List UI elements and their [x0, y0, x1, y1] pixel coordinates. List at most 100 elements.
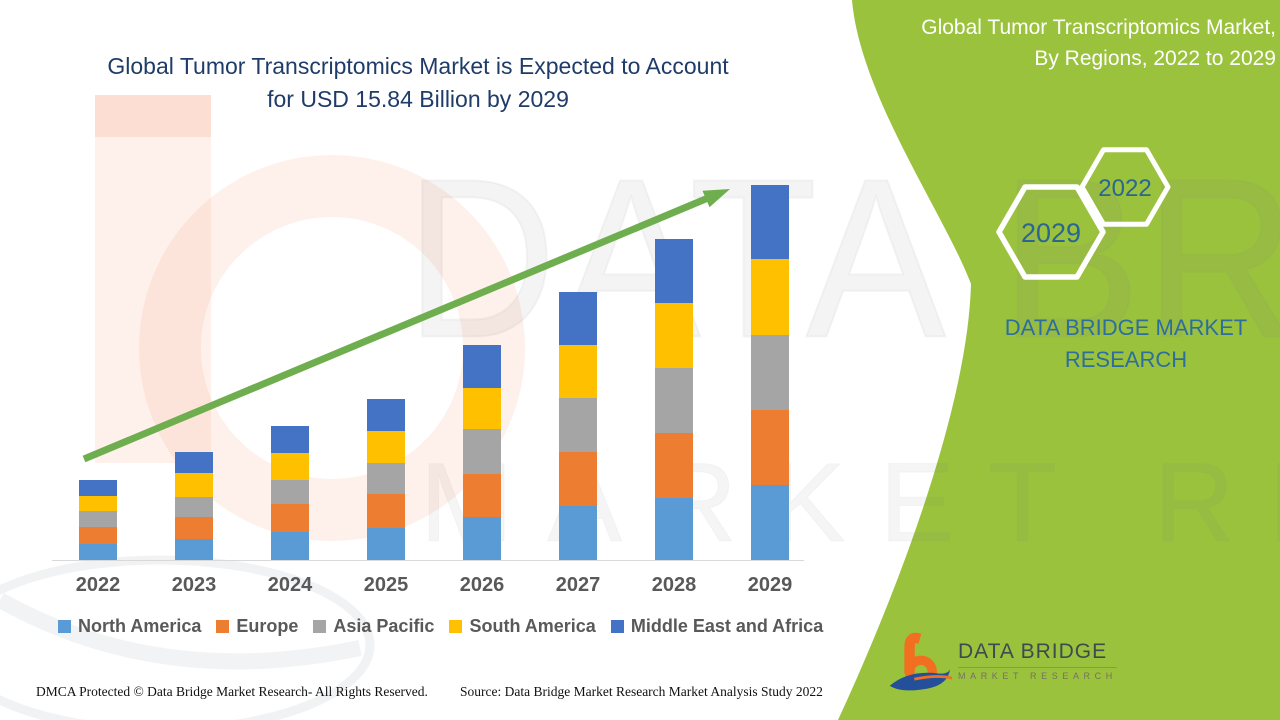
x-axis-label-2023: 2023 — [171, 574, 217, 596]
bar-segment-asia-pacific-2028 — [655, 368, 693, 434]
bar-2027 — [559, 291, 597, 560]
bar-2023 — [175, 452, 213, 560]
logo-texts: DATA BRIDGE MARKET RESEARCH — [958, 640, 1117, 681]
bar-segment-middle-east-and-africa-2026 — [463, 345, 501, 388]
bar-segment-asia-pacific-2026 — [463, 429, 501, 474]
bar-segment-middle-east-and-africa-2025 — [367, 398, 405, 431]
bar-segment-europe-2029 — [751, 409, 789, 485]
bar-segment-south-america-2023 — [175, 473, 213, 497]
bar-segment-middle-east-and-africa-2024 — [271, 425, 309, 454]
legend-swatch-asia-pacific — [313, 620, 327, 633]
footer-dmca-text: DMCA Protected © Data Bridge Market Rese… — [36, 684, 428, 699]
bar-2028 — [655, 239, 693, 560]
bar-2025 — [367, 398, 405, 560]
data-bridge-logo: DATA BRIDGE MARKET RESEARCH — [886, 632, 1117, 698]
legend-label: North America — [78, 616, 202, 636]
legend-label: Europe — [236, 616, 299, 636]
footer-source-text: Source: Data Bridge Market Research Mark… — [460, 684, 823, 699]
bar-2022 — [79, 479, 117, 560]
bar-segment-asia-pacific-2022 — [79, 510, 117, 527]
x-axis-label-2029: 2029 — [747, 574, 793, 596]
hexagon-2022-label: 2022 — [1098, 175, 1151, 202]
bar-segment-north-america-2025 — [367, 528, 405, 560]
bar-2029 — [751, 184, 789, 560]
chart-legend: North America Europe Asia Pacific South Ame… — [58, 616, 838, 637]
bar-2026 — [463, 345, 501, 560]
hexagon-2029-label: 2029 — [1021, 218, 1081, 248]
bar-segment-south-america-2028 — [655, 303, 693, 369]
bar-segment-north-america-2024 — [271, 532, 309, 560]
stacked-bar-chart — [52, 170, 812, 560]
watermark-logo-stem-tip — [95, 95, 211, 137]
bar-2024 — [271, 425, 309, 560]
bar-segment-south-america-2029 — [751, 258, 789, 335]
bar-segment-asia-pacific-2027 — [559, 397, 597, 452]
bar-segment-asia-pacific-2025 — [367, 463, 405, 495]
legend-item-north-america: North America — [58, 616, 201, 637]
logo-subtitle: MARKET RESEARCH — [958, 671, 1117, 681]
panel-heading-line1: Global Tumor Transcriptomics Market, — [921, 16, 1276, 39]
bar-segment-north-america-2029 — [751, 484, 789, 560]
x-axis-label-2024: 2024 — [267, 574, 313, 596]
bar-segment-south-america-2024 — [271, 453, 309, 480]
x-axis-label-2026: 2026 — [459, 574, 505, 596]
bar-segment-south-america-2027 — [559, 344, 597, 398]
bar-segment-europe-2022 — [79, 526, 117, 544]
hexagon-2029 — [996, 184, 1106, 280]
logo-blue-swoosh — [889, 668, 951, 691]
x-axis-label-2022: 2022 — [75, 574, 121, 596]
bar-segment-europe-2028 — [655, 433, 693, 498]
x-axis-line — [52, 560, 804, 561]
bar-segment-south-america-2025 — [367, 430, 405, 464]
bar-segment-north-america-2022 — [79, 543, 117, 560]
data-bridge-logo-icon — [889, 632, 952, 691]
logo-orange-underline — [914, 675, 952, 681]
bar-segment-europe-2026 — [463, 473, 501, 517]
x-axis-label-2028: 2028 — [651, 574, 697, 596]
bar-segment-south-america-2026 — [463, 387, 501, 430]
legend-swatch-south-america — [449, 620, 463, 633]
legend-item-asia-pacific: Asia Pacific — [313, 616, 434, 637]
bar-segment-middle-east-and-africa-2029 — [751, 184, 789, 259]
bar-segment-middle-east-and-africa-2028 — [655, 239, 693, 304]
bar-segment-north-america-2028 — [655, 497, 693, 560]
x-axis-label-2025: 2025 — [363, 574, 409, 596]
bar-segment-middle-east-and-africa-2023 — [175, 452, 213, 474]
bar-segment-north-america-2027 — [559, 505, 597, 560]
legend-swatch-middle-east-and-africa — [610, 620, 624, 633]
bar-segment-asia-pacific-2024 — [271, 479, 309, 505]
bar-segment-europe-2024 — [271, 504, 309, 533]
logo-title: DATA BRIDGE — [958, 640, 1117, 668]
bar-segment-north-america-2023 — [175, 538, 213, 560]
bar-segment-north-america-2026 — [463, 516, 501, 560]
legend-label: Middle East and Africa — [630, 616, 824, 636]
bar-segment-europe-2025 — [367, 494, 405, 528]
brand-text-line2: RESEARCH — [1064, 347, 1188, 372]
legend-label: South America — [469, 616, 596, 636]
bar-segment-europe-2027 — [559, 451, 597, 506]
panel-heading: Global Tumor Transcriptomics Market, By … — [856, 12, 1276, 74]
legend-swatch-europe — [216, 620, 230, 633]
legend-item-europe: Europe — [216, 616, 298, 637]
logo-b-stem — [904, 632, 922, 674]
chart-title-line2: for USD 15.84 Billion by 2029 — [267, 86, 569, 112]
panel-heading-line2: By Regions, 2022 to 2029 — [1034, 47, 1276, 70]
bar-segment-asia-pacific-2023 — [175, 496, 213, 517]
chart-title: Global Tumor Transcriptomics Market is E… — [28, 50, 808, 116]
bar-segment-middle-east-and-africa-2022 — [79, 479, 117, 496]
brand-text: DATA BRIDGE MARKET RESEARCH — [1000, 312, 1252, 376]
bar-segment-south-america-2022 — [79, 495, 117, 511]
watermark-swoosh-arc — [0, 593, 362, 670]
legend-label: Asia Pacific — [333, 616, 435, 636]
bar-segment-asia-pacific-2029 — [751, 334, 789, 410]
legend-swatch-north-america — [58, 620, 71, 633]
legend-item-south-america: South America — [449, 616, 596, 637]
legend-item-middle-east-and-africa: Middle East and Africa — [610, 616, 824, 637]
chart-title-line1: Global Tumor Transcriptomics Market is E… — [107, 53, 729, 79]
bar-segment-middle-east-and-africa-2027 — [559, 291, 597, 345]
hexagon-2022 — [1079, 147, 1171, 227]
x-axis-label-2027: 2027 — [555, 574, 601, 596]
brand-text-line1: DATA BRIDGE MARKET — [1004, 315, 1248, 340]
